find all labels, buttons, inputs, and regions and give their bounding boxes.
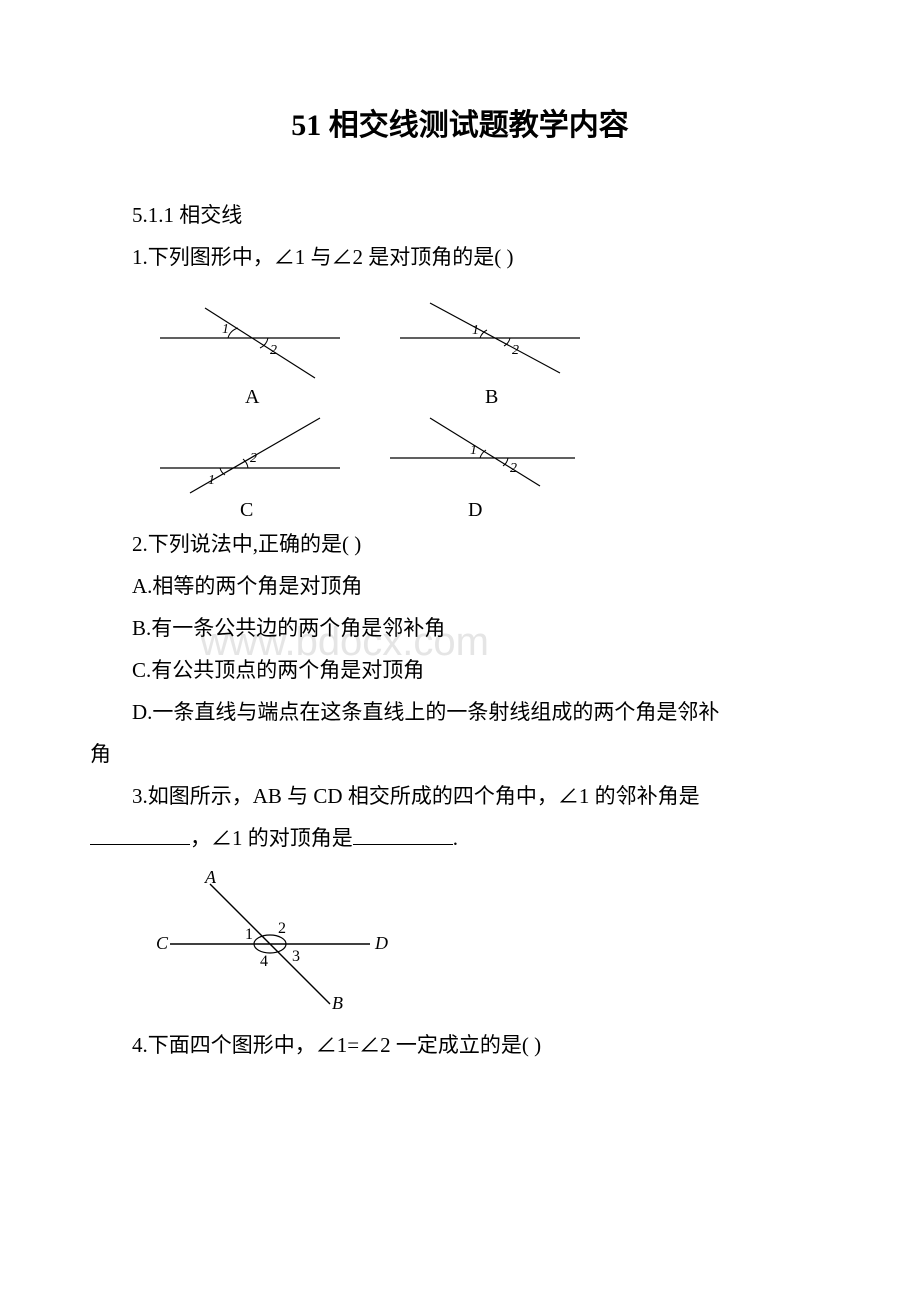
svg-text:2: 2 bbox=[510, 461, 517, 476]
q2-option-b: B.有一条公共边的两个角是邻补角 bbox=[90, 607, 830, 649]
question-1: 1.下列图形中，∠1 与∠2 是对顶角的是( ) bbox=[90, 236, 830, 278]
svg-text:4: 4 bbox=[260, 953, 268, 970]
page-title: 51 相交线测试题教学内容 bbox=[90, 100, 830, 144]
figure-q3: 1 2 3 4 A B C D bbox=[150, 869, 830, 1019]
question-4: 4.下面四个图形中，∠1=∠2 一定成立的是( ) bbox=[90, 1024, 830, 1066]
svg-text:1: 1 bbox=[470, 443, 477, 458]
svg-text:1: 1 bbox=[245, 926, 253, 943]
figure-q1: 1 2 A 1 2 B bbox=[150, 288, 830, 518]
question-2: 2.下列说法中,正确的是( ) bbox=[90, 523, 830, 565]
svg-text:C: C bbox=[156, 933, 169, 953]
svg-text:A: A bbox=[204, 869, 217, 887]
svg-text:2: 2 bbox=[278, 920, 286, 937]
svg-text:2: 2 bbox=[512, 343, 519, 358]
section-label: 5.1.1 相交线 bbox=[90, 194, 830, 236]
question-3: 3.如图所示，AB 与 CD 相交所成的四个角中，∠1 的邻补角是 bbox=[90, 775, 830, 817]
svg-text:B: B bbox=[485, 386, 498, 408]
q3-text-1: 3.如图所示，AB 与 CD 相交所成的四个角中，∠1 的邻补角是 bbox=[132, 784, 700, 808]
svg-text:3: 3 bbox=[292, 948, 300, 965]
q3-blank-2 bbox=[353, 823, 453, 845]
svg-text:B: B bbox=[332, 993, 343, 1013]
q2-option-d-line1: D.一条直线与端点在这条直线上的一条射线组成的两个角是邻补 bbox=[90, 691, 830, 733]
svg-text:C: C bbox=[240, 499, 253, 518]
q3-text-mid: ，∠1 的对顶角是 bbox=[190, 826, 353, 850]
question-3-line2: ，∠1 的对顶角是. bbox=[90, 817, 830, 859]
svg-text:2: 2 bbox=[250, 451, 257, 466]
svg-text:D: D bbox=[374, 933, 388, 953]
svg-text:1: 1 bbox=[222, 322, 229, 337]
q2-option-d-line2: 角 bbox=[90, 733, 830, 775]
svg-text:1: 1 bbox=[208, 473, 215, 488]
q2-option-a: A.相等的两个角是对顶角 bbox=[90, 565, 830, 607]
q3-text-end: . bbox=[453, 826, 458, 850]
q2-option-c: C.有公共顶点的两个角是对顶角 bbox=[90, 649, 830, 691]
svg-text:A: A bbox=[245, 386, 260, 408]
q3-blank-1 bbox=[90, 823, 190, 845]
svg-text:2: 2 bbox=[270, 343, 277, 358]
svg-text:D: D bbox=[468, 499, 482, 518]
svg-text:1: 1 bbox=[472, 323, 479, 338]
